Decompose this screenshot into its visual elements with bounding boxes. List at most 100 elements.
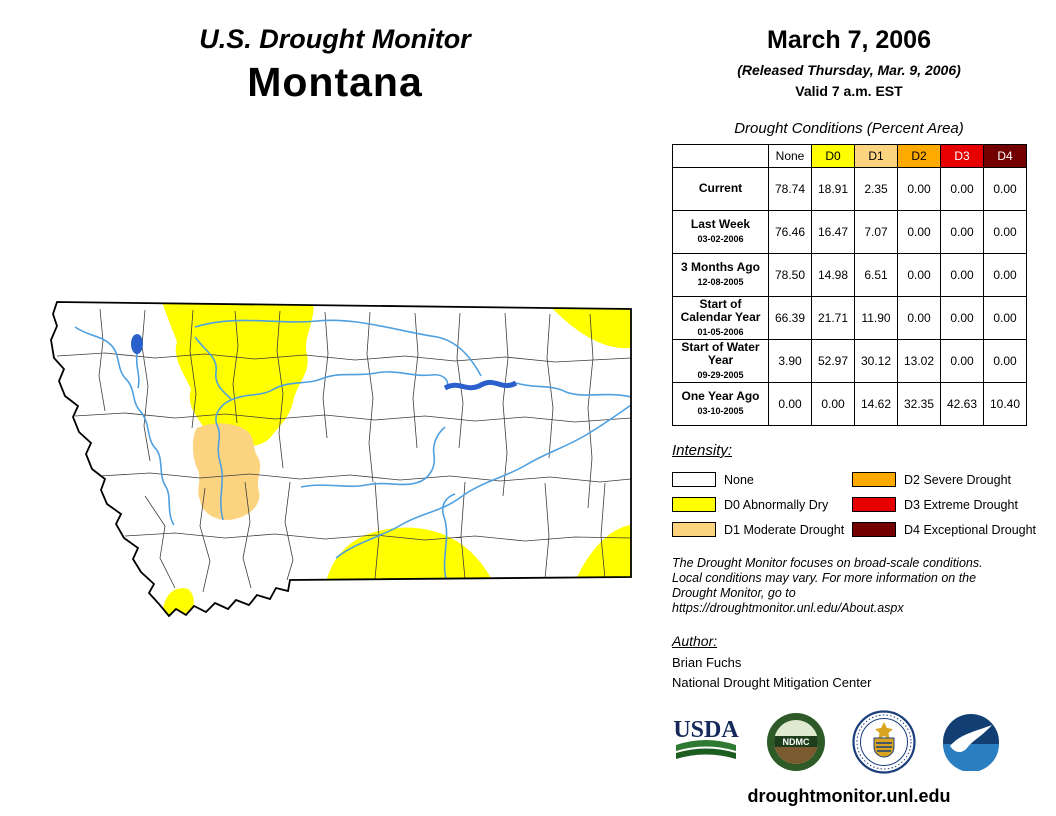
table-row: Last Week 03-02-2006 76.46 16.47 7.07 0.0… bbox=[672, 210, 1027, 254]
table-cell: 0.00 bbox=[897, 167, 941, 211]
author-heading: Author: bbox=[672, 633, 718, 649]
info-panel: March 7, 2006 (Released Thursday, Mar. 9… bbox=[672, 26, 1036, 807]
legend-item-none: None bbox=[672, 472, 852, 487]
legend-item-d0: D0 Abnormally Dry bbox=[672, 497, 852, 512]
legend-item-d1: D1 Moderate Drought bbox=[672, 522, 852, 537]
table-row: 3 Months Ago 12-08-2005 78.50 14.98 6.51 … bbox=[672, 253, 1027, 297]
usda-logo: USDA bbox=[673, 717, 739, 759]
table-cell: 0.00 bbox=[940, 167, 984, 211]
table-cell: 0.00 bbox=[940, 253, 984, 297]
table-cell: 0.00 bbox=[897, 253, 941, 297]
legend-swatch-d4 bbox=[852, 522, 896, 537]
table-cell: 66.39 bbox=[768, 296, 812, 340]
table-cell: 32.35 bbox=[897, 382, 941, 426]
map-date: March 7, 2006 bbox=[767, 26, 931, 54]
ndmc-banner bbox=[774, 736, 818, 747]
author-organization: National Drought Mitigation Center bbox=[672, 675, 872, 690]
column-header-d0: D0 bbox=[811, 144, 855, 168]
d1-region-central bbox=[192, 423, 261, 520]
table-row: Current 78.74 18.91 2.35 0.00 0.00 0.00 bbox=[672, 167, 1027, 211]
marias-river bbox=[194, 336, 232, 400]
missouri-river-lower bbox=[515, 382, 631, 398]
table-cell: 30.12 bbox=[854, 339, 898, 383]
legend-item-d2: D2 Severe Drought bbox=[852, 472, 1026, 487]
doc-waves bbox=[876, 742, 892, 752]
table-cell: 0.00 bbox=[940, 210, 984, 254]
legend-title: Intensity: bbox=[672, 442, 733, 459]
author-name: Brian Fuchs bbox=[672, 655, 742, 670]
row-date: 12-08-2005 bbox=[697, 277, 744, 287]
noaa-bird bbox=[950, 725, 992, 753]
table-cell: 0.00 bbox=[940, 296, 984, 340]
row-label: Start of Calendar Year 01-05-2006 bbox=[672, 296, 769, 340]
table-cell: 6.51 bbox=[854, 253, 898, 297]
department-of-commerce-seal-icon bbox=[852, 710, 916, 774]
clark-fork-river bbox=[74, 326, 175, 526]
flathead-river bbox=[135, 353, 140, 389]
rivers bbox=[74, 319, 631, 580]
table-cell: 2.35 bbox=[854, 167, 898, 211]
noaa-seal-icon bbox=[943, 714, 999, 771]
fort-peck-reservoir bbox=[443, 379, 518, 391]
table-cell: 13.02 bbox=[897, 339, 941, 383]
row-date: 09-29-2005 bbox=[697, 369, 744, 380]
legend-swatch-d1 bbox=[672, 522, 716, 537]
table-row: Start of Water Year 09-29-2005 3.90 52.97… bbox=[672, 339, 1027, 383]
doc-inner-circle bbox=[860, 718, 908, 766]
disclaimer-text: The Drought Monitor focuses on broad-sca… bbox=[672, 556, 1026, 616]
table-cell: 76.46 bbox=[768, 210, 812, 254]
d0-region-southeast-corner bbox=[573, 524, 631, 586]
yellowstone-river bbox=[335, 404, 631, 559]
table-cell: 3.90 bbox=[768, 339, 812, 383]
row-date: 03-02-2006 bbox=[697, 234, 744, 244]
table-row: One Year Ago 03-10-2005 0.00 0.00 14.62 3… bbox=[672, 382, 1027, 426]
usda-swoosh-dark bbox=[676, 748, 736, 759]
table-cell: 21.71 bbox=[811, 296, 855, 340]
table-title: Drought Conditions (Percent Area) bbox=[734, 120, 964, 137]
table-cell: 11.90 bbox=[854, 296, 898, 340]
county-boundaries bbox=[56, 308, 631, 593]
product-title: U.S. Drought Monitor bbox=[199, 24, 471, 54]
column-header-d1: D1 bbox=[854, 144, 898, 168]
legend-item-d4: D4 Exceptional Drought bbox=[852, 522, 1036, 537]
missouri-river bbox=[215, 371, 449, 521]
table-cell: 0.00 bbox=[983, 210, 1027, 254]
table-cell: 42.63 bbox=[940, 382, 984, 426]
title-block: U.S. Drought Monitor Montana bbox=[10, 24, 660, 106]
table-cell: 78.50 bbox=[768, 253, 812, 297]
column-header-d2: D2 bbox=[897, 144, 941, 168]
noaa-ocean bbox=[943, 744, 999, 771]
bighorn-river bbox=[441, 493, 456, 580]
legend-swatch-d0 bbox=[672, 497, 716, 512]
ndmc-logo: NDMC bbox=[767, 713, 825, 771]
musselshell-river bbox=[300, 426, 446, 488]
intensity-legend: Intensity: None D0 Abnormally Dry D1 Mod… bbox=[672, 442, 1036, 542]
legend-item-d3: D3 Extreme Drought bbox=[852, 497, 1026, 512]
table-row: Start of Calendar Year 01-05-2006 66.39 2… bbox=[672, 296, 1027, 340]
table-cell: 52.97 bbox=[811, 339, 855, 383]
ndmc-wordmark: NDMC bbox=[783, 737, 810, 747]
column-header-d4: D4 bbox=[983, 144, 1027, 168]
doc-eagle bbox=[875, 722, 893, 739]
about-url-text[interactable]: Drought Monitor, go to https://droughtmo… bbox=[672, 586, 904, 615]
drought-conditions-table: None D0 D1 D2 D3 D4 Current 78.74 18.91 … bbox=[672, 144, 1027, 426]
valid-line: Valid 7 a.m. EST bbox=[795, 83, 903, 99]
table-cell: 18.91 bbox=[811, 167, 855, 211]
table-cell: 14.62 bbox=[854, 382, 898, 426]
table-cell: 10.40 bbox=[983, 382, 1027, 426]
table-cell: 0.00 bbox=[983, 253, 1027, 297]
d0-region-north-central bbox=[161, 302, 314, 446]
flathead-lake bbox=[131, 334, 143, 354]
row-date: 01-05-2006 bbox=[697, 326, 744, 337]
table-cell: 78.74 bbox=[768, 167, 812, 211]
row-label: 3 Months Ago 12-08-2005 bbox=[672, 253, 769, 297]
montana-drought-map bbox=[50, 301, 632, 617]
table-header-row: None D0 D1 D2 D3 D4 bbox=[672, 144, 1027, 168]
table-cell: 0.00 bbox=[983, 296, 1027, 340]
footer-url[interactable]: droughtmonitor.unl.edu bbox=[747, 786, 951, 806]
row-label: One Year Ago 03-10-2005 bbox=[672, 382, 769, 426]
state-title: Montana bbox=[247, 59, 423, 105]
row-label: Last Week 03-02-2006 bbox=[672, 210, 769, 254]
table-cell: 0.00 bbox=[983, 339, 1027, 383]
table-cell: 0.00 bbox=[897, 210, 941, 254]
